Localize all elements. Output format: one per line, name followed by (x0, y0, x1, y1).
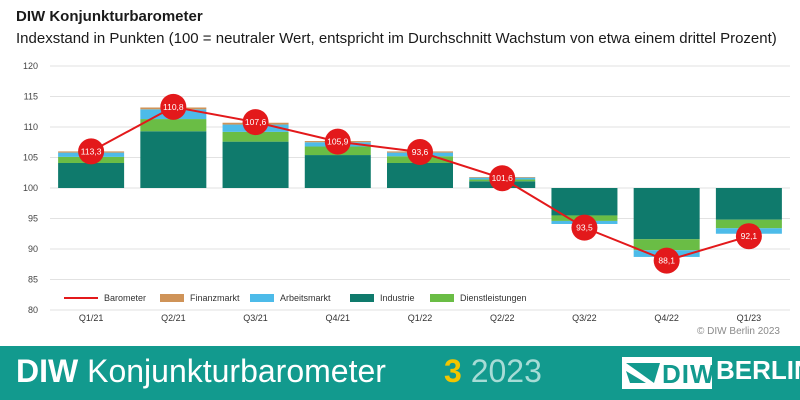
legend-label: Arbeitsmarkt (280, 293, 331, 303)
logo-text-berlin: BERLIN (716, 355, 800, 385)
x-tick-label: Q1/23 (737, 313, 762, 323)
y-tick-label: 115 (24, 92, 38, 102)
barometer-point (160, 93, 187, 120)
x-tick-label: Q2/22 (490, 313, 515, 323)
x-tick-label: Q1/21 (79, 313, 104, 323)
legend-layer: Barometer Finanzmarkt Arbeitsmarkt Industri… (64, 293, 527, 303)
footer-banner: DIW Konjunkturbarometer 3 2023 DIW BERLI… (0, 346, 800, 400)
x-tick-label: Q2/21 (161, 313, 186, 323)
footer-brand: DIW Konjunkturbarometer (16, 353, 386, 390)
chart-subtitle: Indexstand in Punkten (100 = neutraler W… (16, 30, 777, 47)
legend-swatch-arbeitsmarkt (250, 294, 274, 302)
diw-logo: DIW (622, 357, 715, 389)
x-tick-label: Q4/22 (654, 313, 679, 323)
y-tick-label: 80 (28, 305, 38, 315)
line-layer: 113,3 110,8 107,6 105,9 93,6 101,6 93,5 88,1 92,… (78, 93, 762, 274)
y-tick-label: 105 (23, 153, 38, 163)
x-tick-label: Q3/21 (243, 313, 268, 323)
barometer-point-label: 105,9 (327, 137, 349, 147)
y-tick-label: 85 (28, 275, 38, 285)
barometer-point (653, 247, 680, 274)
y-tick-label: 100 (23, 183, 38, 193)
barometer-point (489, 165, 516, 192)
bar-segment-industrie (58, 162, 125, 188)
barometer-point-label: 88,1 (658, 256, 675, 266)
chart-title: DIW Konjunkturbarometer (16, 8, 203, 25)
logo-text-diw: DIW (662, 359, 716, 389)
x-tick-label: Q4/21 (326, 313, 351, 323)
legend-label: Dienstleistungen (460, 293, 527, 303)
barometer-point (242, 109, 269, 136)
footer-brand-rest: Konjunkturbarometer (78, 353, 386, 389)
bar-segment-industrie (551, 188, 618, 216)
y-tick-label: 90 (28, 244, 38, 254)
barometer-point-label: 93,6 (412, 147, 429, 157)
barometer-point-label: 93,5 (576, 223, 593, 233)
bar-segment-industrie (715, 188, 782, 220)
barometer-point (78, 138, 105, 165)
bar-segment-industrie (140, 131, 207, 188)
legend-swatch-industrie (350, 294, 374, 302)
bar-segment-dienstleistungen (140, 119, 207, 132)
bar-segment-industrie (222, 141, 289, 188)
bar-segment-industrie (387, 162, 453, 188)
chart: 80 85 90 95 100 105 110 115 120 Q1/21 Q2/21 Q3/21 Q4… (23, 61, 790, 323)
barometer-point (407, 139, 433, 166)
x-tick-label: Q3/22 (572, 313, 597, 323)
footer-brand-bold: DIW (16, 353, 79, 389)
barometer-point-label: 101,6 (492, 173, 514, 183)
barometer-point (571, 214, 598, 241)
barometer-point-label: 107,6 (245, 117, 267, 127)
logo-wing-icon (626, 363, 660, 383)
legend-label: Finanzmarkt (190, 293, 240, 303)
y-tick-label: 95 (28, 214, 38, 224)
barometer-point (735, 223, 762, 250)
legend-label: Industrie (380, 293, 415, 303)
legend-swatch-dienstleistungen (430, 294, 454, 302)
x-tick-label: Q1/22 (408, 313, 433, 323)
bar-segment-industrie (633, 188, 700, 240)
barometer-point-label: 110,8 (163, 102, 184, 112)
copyright-note: © DIW Berlin 2023 (697, 326, 780, 337)
y-tick-label: 110 (24, 122, 38, 132)
legend-swatch-finanzmarkt (160, 294, 184, 302)
issue-number: 3 (444, 353, 462, 389)
barometer-point-label: 113,3 (81, 146, 102, 156)
issue-year: 2023 (461, 353, 542, 389)
bar-segment-industrie (304, 155, 371, 188)
bar-segment-dienstleistungen (633, 239, 700, 251)
y-tick-label: 120 (23, 61, 38, 71)
footer-issue: 3 2023 (444, 353, 542, 390)
legend-label: Barometer (104, 293, 146, 303)
barometer-point (324, 128, 351, 155)
barometer-point-label: 92,1 (741, 231, 758, 241)
bar-segment-dienstleistungen (222, 131, 289, 142)
bars-layer (58, 107, 782, 257)
